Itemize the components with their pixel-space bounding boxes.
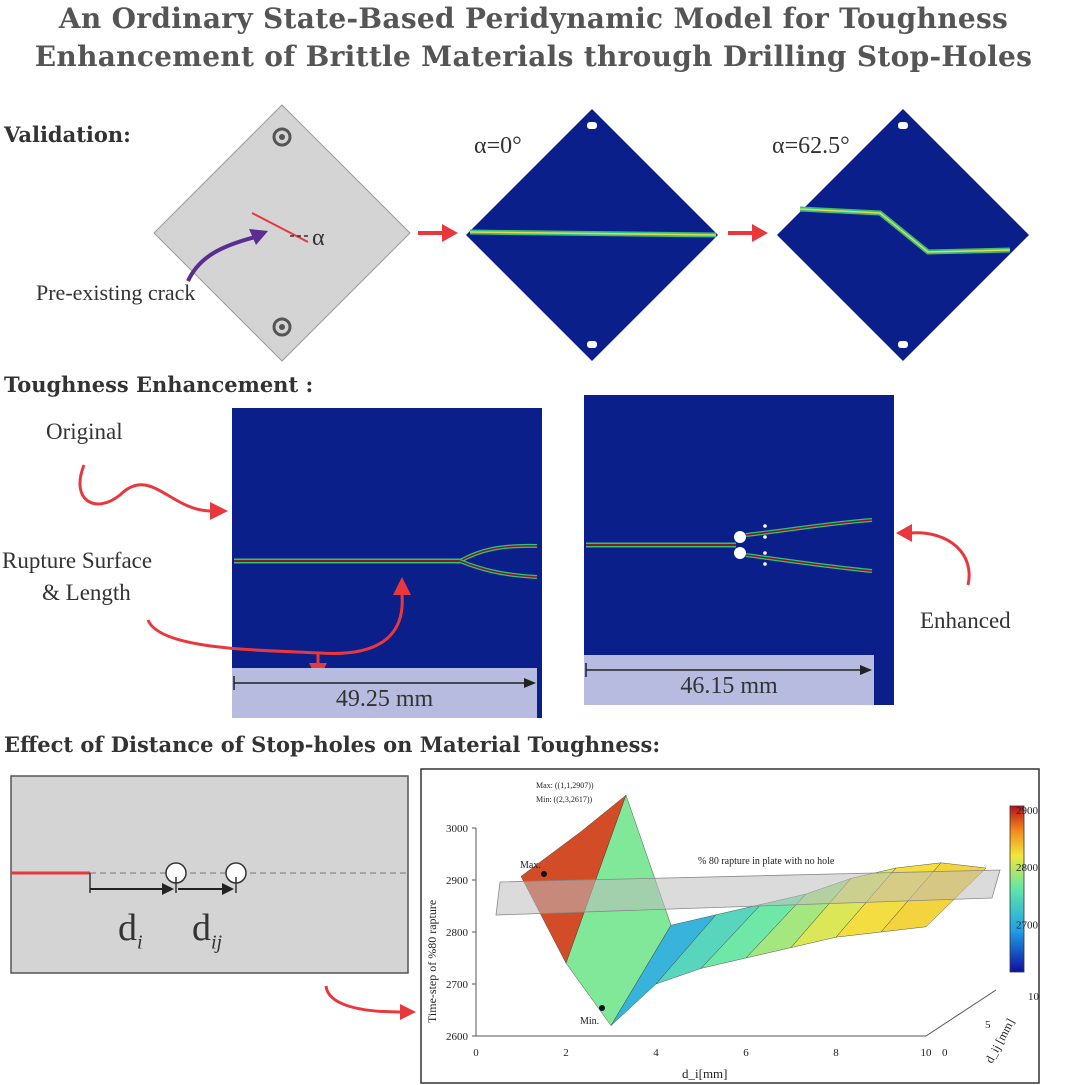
rupture-arrowhead-up	[393, 577, 411, 595]
crack-label: Pre-existing crack	[36, 280, 196, 305]
annotation-min: Min: ((2,3,2617))	[536, 795, 593, 804]
z-tick-label-1: 2700	[446, 979, 469, 991]
dij-label: dij	[192, 907, 223, 954]
y-axis	[925, 989, 997, 1037]
pin-top-inner	[279, 134, 285, 140]
pre-existing-crack	[251, 212, 309, 243]
rupture-arrow	[146, 594, 404, 655]
original-label: Original	[46, 419, 123, 444]
alpha-symbol: α	[312, 225, 325, 251]
enhanced-arrow	[909, 531, 971, 586]
rupture-label-line1: Rupture Surface	[2, 548, 153, 573]
toughness-heading: Toughness Enhancement :	[4, 372, 314, 397]
z-tick-label-0: 2600	[446, 1031, 469, 1043]
y-tick-label-0: 0	[942, 1047, 948, 1059]
original-dimension-arrow	[233, 676, 536, 690]
case2-pin-bottom	[898, 341, 908, 348]
case2-crack-inner	[799, 208, 1011, 253]
x-tick-label-1: 2	[563, 1047, 569, 1059]
crack-pointer-arrow	[186, 235, 256, 282]
z-tick-label-2: 2800	[446, 927, 469, 939]
enhanced-length-value: 46.15 mm	[680, 673, 778, 699]
case2-angle-label: α=62.5°	[772, 133, 850, 159]
pin-bottom-inner	[279, 324, 285, 330]
original-crack	[234, 543, 538, 579]
x-tick-label-4: 8	[833, 1047, 839, 1059]
case1-pin-top	[587, 122, 597, 129]
x-tick-label-5: 10	[921, 1047, 933, 1059]
min-marker	[599, 1005, 605, 1011]
colorbar-tick-1: 2800	[1016, 862, 1039, 874]
crack-pointer-arrowhead	[249, 229, 268, 245]
enhanced-crack	[586, 518, 873, 573]
colorbar	[1009, 805, 1025, 973]
validation-figure	[153, 104, 1029, 362]
case2-pin-top	[898, 122, 908, 129]
page-title-line1: An Ordinary State-Based Peridynamic Mode…	[58, 2, 1009, 35]
z-tick-label-3: 2900	[446, 875, 469, 887]
x-tick-label-3: 6	[743, 1047, 749, 1059]
surface-chart: % 80 rapture in plate with no hole Max: …	[420, 768, 1040, 1084]
x-tick-label-0: 0	[473, 1047, 479, 1059]
schematic-to-chart-arrow	[324, 985, 416, 1020]
arrow-to-case2-head	[752, 224, 768, 242]
di-label: di	[118, 907, 143, 954]
original-scalebar: 49.25 mm	[232, 668, 537, 718]
z-tick-label-4: 3000	[446, 823, 469, 835]
stop-hole-schematic	[10, 775, 409, 974]
min-marker-label: Min.	[580, 1016, 599, 1027]
enhanced-scalebar: 46.15 mm	[584, 655, 874, 705]
max-marker-label: Max.	[520, 860, 541, 871]
y-tick-label-2: 10	[1028, 991, 1040, 1003]
enhanced-arrowhead	[896, 524, 912, 542]
plane-label: % 80 rapture in plate with no hole	[698, 856, 835, 867]
original-arrow	[78, 464, 211, 513]
x-axis-label: d_i[mm]	[682, 1066, 728, 1081]
x-tick-label-2: 4	[653, 1047, 659, 1059]
colorbar-tick-2: 2700	[1016, 919, 1039, 931]
pin-bottom	[272, 317, 292, 337]
y-tick-label-1: 5	[985, 1019, 991, 1031]
enhanced-dimension-arrow	[585, 663, 872, 677]
rupture-label-line2: & Length	[42, 580, 131, 605]
annotation-max: Max: ((1,1,2907))	[536, 781, 594, 790]
pin-top	[272, 127, 292, 147]
page-title-line2: Enhancement of Brittle Materials through…	[34, 40, 1033, 73]
arrow-to-case1-head	[442, 224, 458, 242]
case2-diamond	[777, 109, 1029, 361]
reference-plane	[495, 869, 1001, 916]
distance-heading: Effect of Distance of Stop-holes on Mate…	[4, 732, 661, 757]
toughness-overlay	[78, 464, 971, 681]
colorbar-tick-0: 2900	[1016, 805, 1039, 817]
enhanced-label: Enhanced	[920, 608, 1011, 633]
validation-heading: Validation:	[4, 122, 131, 147]
case1-angle-label: α=0°	[474, 133, 522, 159]
original-length-value: 49.25 mm	[335, 686, 434, 712]
plate-diamond	[153, 104, 411, 362]
case1-pin-bottom	[587, 341, 597, 348]
z-axis-label: Time-step of %80 rapture	[425, 900, 439, 1023]
max-marker	[541, 871, 547, 877]
case1-crack-inner	[469, 231, 717, 236]
original-arrowhead	[210, 502, 228, 520]
